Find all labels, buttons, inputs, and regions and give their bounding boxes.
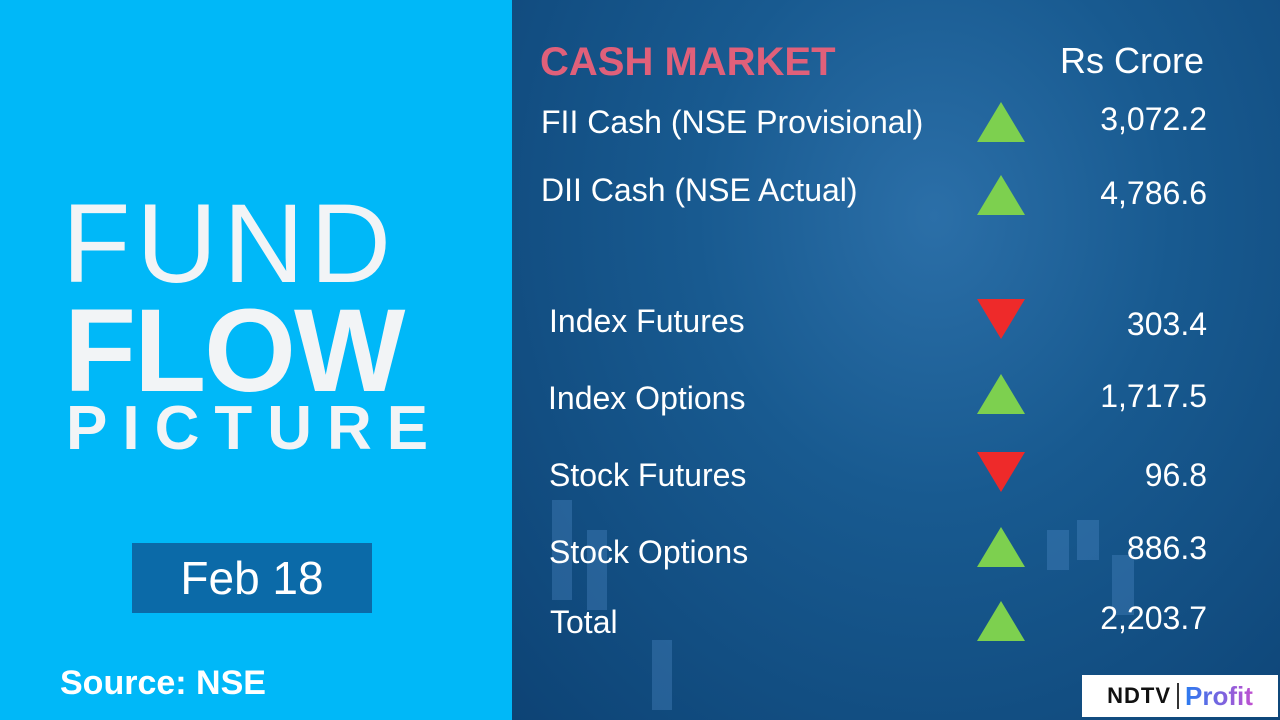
row-label: Stock Futures (549, 457, 747, 493)
down-arrow-icon (977, 452, 1025, 492)
up-arrow-icon (977, 102, 1025, 142)
ndtv-profit-logo: NDTV Profit (1082, 675, 1278, 717)
logo-profit: Profit (1185, 680, 1253, 711)
row-label: Index Options (548, 380, 746, 416)
up-arrow-icon (977, 601, 1025, 641)
row-label: FII Cash (NSE Provisional) (541, 104, 924, 140)
row-value: 303.4 (1126, 306, 1207, 342)
logo-divider (1177, 683, 1179, 709)
row-value: 886.3 (1126, 530, 1207, 566)
source-label: Source: NSE (60, 664, 266, 702)
row-label: Stock Options (549, 534, 749, 570)
row-value: 3,072.2 (1100, 101, 1207, 137)
up-arrow-icon (977, 527, 1025, 567)
bg-candle (1077, 520, 1099, 560)
up-arrow-icon (977, 175, 1025, 215)
row-label: DII Cash (NSE Actual) (541, 172, 858, 208)
unit-label: Rs Crore (1059, 40, 1204, 81)
section-title: CASH MARKET (540, 40, 836, 84)
bg-candle (587, 530, 607, 610)
bg-candle (552, 500, 572, 600)
right-panel (512, 0, 1280, 720)
row-value: 2,203.7 (1100, 600, 1207, 636)
title-flow: FLOW (64, 285, 405, 417)
row-label: Total (550, 604, 618, 640)
row-value: 1,717.5 (1100, 378, 1207, 414)
bg-candle (652, 640, 672, 710)
title-fund: FUND (62, 181, 398, 306)
logo-ndtv: NDTV (1107, 683, 1171, 708)
date-badge: Feb 18 (132, 543, 372, 613)
down-arrow-icon (977, 299, 1025, 339)
up-arrow-icon (977, 374, 1025, 414)
row-value: 96.8 (1144, 457, 1207, 493)
row-value: 4,786.6 (1100, 175, 1207, 211)
left-panel: FUND FLOW PICTURE Feb 18 Source: NSE (0, 0, 512, 720)
bg-candle (1112, 555, 1134, 615)
row-label: Index Futures (549, 303, 745, 339)
title-picture: PICTURE (66, 394, 444, 463)
bg-candle (1047, 530, 1069, 570)
